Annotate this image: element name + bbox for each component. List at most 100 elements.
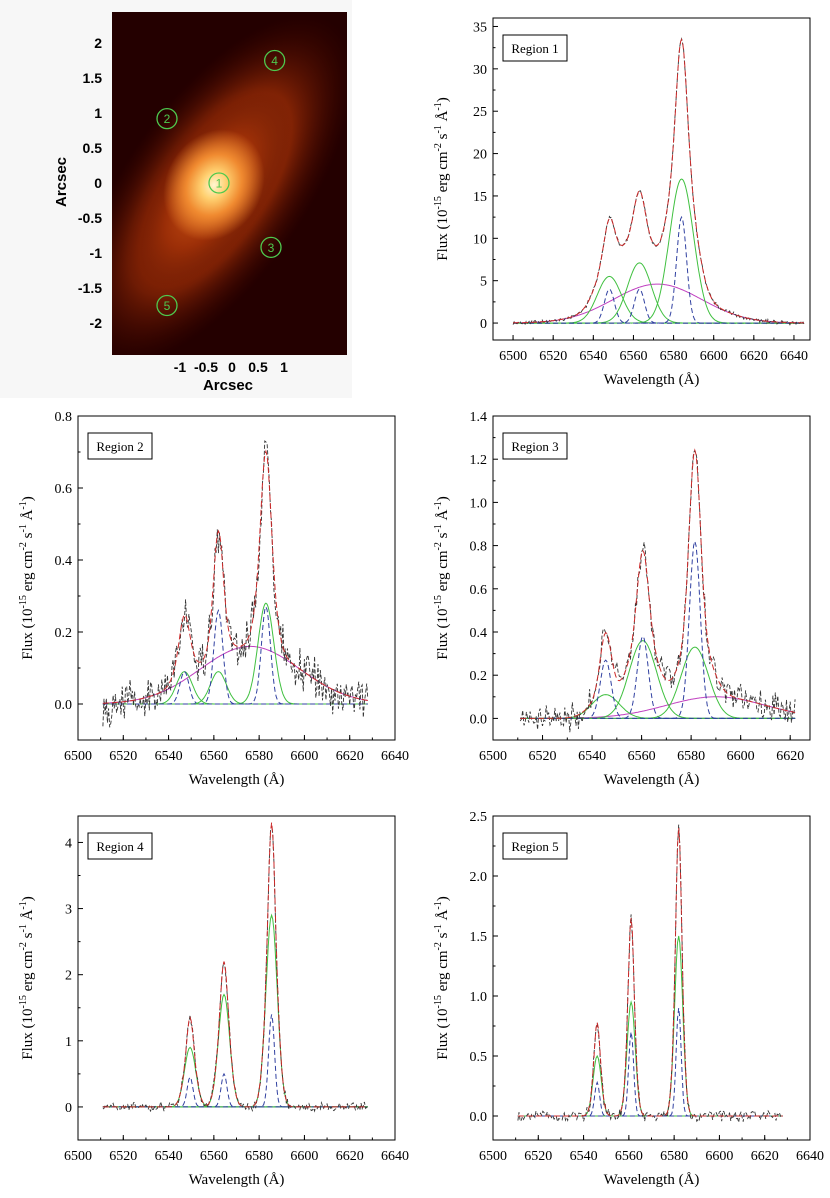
map-y-tick: 0 [94,175,102,191]
intermediate-component-line [517,935,783,1117]
y-tick-label: 1.5 [470,930,488,945]
y-axis-label-part: -2 [433,542,444,550]
x-tick-label: 6500 [499,349,527,364]
map-x-label: Arcsec [203,377,253,394]
x-tick-label: 6600 [705,1149,733,1164]
region-title-box [502,34,568,62]
x-tick-label: 6560 [619,349,647,364]
y-tick-label: 35 [473,20,487,35]
intermediate-component-line [102,671,368,705]
x-tick-label: 6580 [660,1149,688,1164]
y-tick-label: 1 [65,1035,72,1050]
region-title: Region 4 [96,839,144,854]
y-tick-label: 1.2 [470,453,488,468]
y-tick-label: 10 [473,232,487,247]
x-tick-label: 6500 [64,749,92,764]
region-marker-circle [260,236,282,259]
y-tick-label: 0.5 [470,1050,488,1065]
plot-series-group [102,822,369,1113]
y-axis-label-part: erg cm [435,151,451,196]
y-axis-label-part: ) [20,496,36,501]
narrow-component-line [102,605,368,705]
plot-series-group [519,448,796,733]
broad-component-line [513,283,804,324]
plot-frame [492,815,811,1141]
map-background [0,0,352,398]
y-tick-label: 0.2 [55,626,73,641]
spectrum-chart-region-3: 6500 6520 6540 6560 6580 6600 6620 0.0 0.2 0.4 0.6… [433,410,811,788]
narrow-component-line [102,608,368,705]
y-axis-label-part: Flux (10 [20,1009,36,1060]
region-title: Region 3 [511,439,558,454]
y-tick-label: 0.6 [470,583,488,598]
y-axis-label-part: -2 [433,143,444,151]
x-tick-label: 6620 [740,349,768,364]
narrow-component-line [513,215,804,324]
y-tick-label: 0.0 [55,698,73,713]
map-y-tick: 1.5 [83,70,103,86]
y-axis-label-part: ) [435,97,451,102]
region-marker-label: 1 [216,177,223,191]
intermediate-component-line [520,694,796,719]
region-marker-circle [156,294,178,317]
x-tick-label: 6580 [677,749,705,764]
map-y-tick: -1 [90,245,103,261]
y-axis-label-part: erg cm [20,950,36,995]
map-y-tick: -1.5 [78,280,102,296]
x-tick-label: 6560 [615,1149,643,1164]
y-axis-label-part: Å [20,909,36,924]
x-axis-label: Wavelength (Å) [604,772,700,788]
x-tick-label: 6640 [381,749,409,764]
x-tick-label: 6520 [109,749,137,764]
y-axis-label-part: s [435,932,451,942]
y-axis-label-part: ) [435,896,451,901]
y-axis-label: Flux (10-15 erg cm-2 s-1 Å-1) [433,97,451,261]
y-tick-label: 0.0 [470,1110,488,1125]
x-tick-label: 6640 [796,1149,824,1164]
intermediate-component-line [102,671,368,705]
total-fit-line [520,448,796,719]
region-marker-label: 4 [271,54,278,68]
y-axis-label-part: s [20,932,36,942]
y-axis-label-part: -1 [18,501,29,509]
y-tick-label: 0.8 [470,540,488,555]
y-axis-label-part: s [20,532,36,542]
region-title: Region 5 [511,839,558,854]
y-tick-label: 3 [65,903,72,918]
x-tick-label: 6640 [780,349,808,364]
region-marker-label: 2 [164,112,171,126]
y-axis-label-part: erg cm [435,550,451,595]
total-fit-line [517,827,783,1117]
y-axis-label-part: -1 [433,501,444,509]
map-x-tick: 1 [280,359,288,375]
region-marker-label: 3 [268,241,275,255]
y-axis-label-part: ) [435,496,451,501]
y-axis-label: Flux (10-15 erg cm-2 s-1 Å-1) [433,896,451,1060]
narrow-component-line [520,635,796,719]
y-axis-label-part: -15 [433,595,444,608]
plot-frame [492,17,811,341]
region-title: Region 1 [511,41,558,56]
y-tick-label: 2.0 [470,870,488,885]
x-tick-label: 6500 [479,749,507,764]
x-axis-label: Wavelength (Å) [189,772,285,788]
intermediate-component-line [517,1054,783,1117]
y-axis-label-part: erg cm [435,950,451,995]
y-axis-label-part: -1 [18,524,29,532]
y-axis-label-part: Å [435,509,451,524]
y-axis-label-part: -1 [433,125,444,133]
y-axis-label-part: -15 [433,196,444,209]
y-tick-label: 30 [473,63,487,78]
y-axis-label-part: -1 [18,901,29,909]
spectrum-chart-region-1: 6500 6520 6540 6560 6580 6600 6620 6640 0 5 10 15 20… [433,17,811,388]
total-fit-line [102,822,368,1108]
total-fit-line [513,38,804,324]
intermediate-component-line [102,1046,368,1108]
y-axis-label-part: Å [20,509,36,524]
y-axis-label-part: erg cm [20,550,36,595]
y-tick-label: 0.2 [470,669,488,684]
y-axis-label-part: -1 [18,924,29,932]
x-tick-label: 6620 [776,749,804,764]
map-x-tick: 0 [228,359,236,375]
x-tick-label: 6620 [751,1149,779,1164]
